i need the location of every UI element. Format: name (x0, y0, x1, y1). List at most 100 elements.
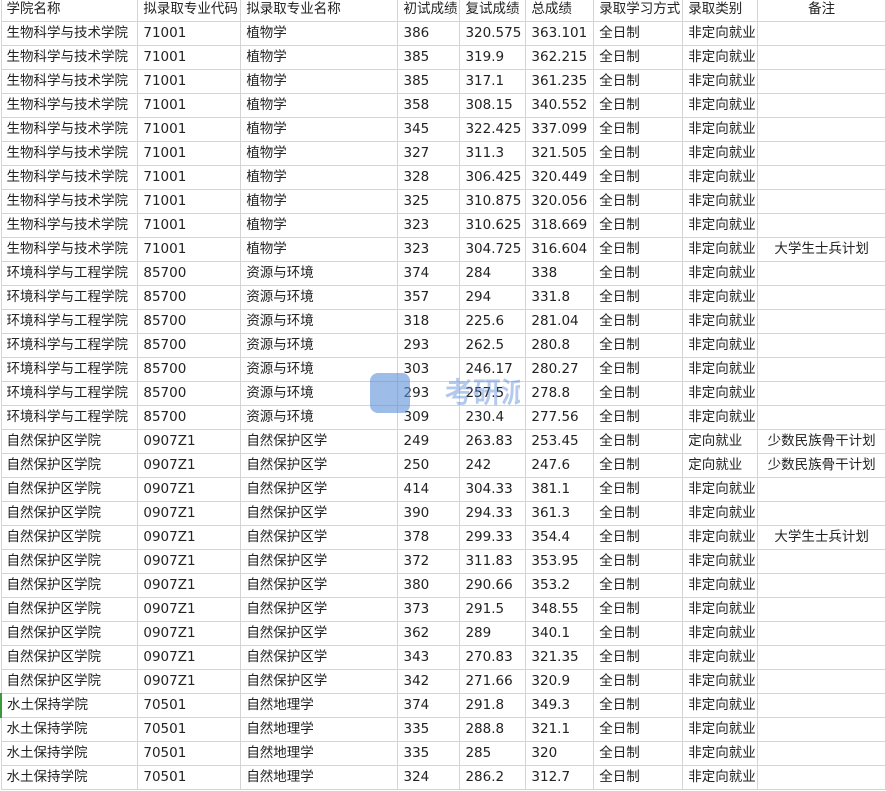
cell-college[interactable]: 生物科学与技术学院 (0, 117, 139, 142)
cell-retest-score[interactable]: 262.5 (459, 333, 527, 358)
cell-major-name[interactable]: 植物学 (240, 237, 399, 262)
cell-study-mode[interactable]: 全日制 (593, 333, 684, 358)
cell-study-mode[interactable]: 全日制 (593, 141, 684, 166)
cell-major-name[interactable]: 资源与环境 (240, 333, 399, 358)
cell-total-score[interactable]: 321.505 (525, 141, 595, 166)
cell-major-name[interactable]: 植物学 (240, 21, 399, 46)
cell-admission-type[interactable]: 非定向就业 (682, 285, 759, 310)
cell-admission-type[interactable]: 非定向就业 (682, 717, 759, 742)
cell-major-code[interactable]: 0907Z1 (137, 501, 242, 526)
cell-admission-type[interactable]: 非定向就业 (682, 189, 759, 214)
cell-remark[interactable] (757, 717, 886, 742)
cell-study-mode[interactable]: 全日制 (593, 501, 684, 526)
cell-college[interactable]: 生物科学与技术学院 (0, 213, 139, 238)
cell-total-score[interactable]: 363.101 (525, 21, 595, 46)
cell-remark[interactable] (757, 693, 886, 718)
cell-major-code[interactable]: 71001 (137, 45, 242, 70)
cell-retest-score[interactable]: 271.66 (459, 669, 527, 694)
cell-college[interactable]: 水土保持学院 (0, 693, 139, 718)
cell-study-mode[interactable]: 全日制 (593, 261, 684, 286)
cell-remark[interactable] (757, 189, 886, 214)
cell-study-mode[interactable]: 全日制 (593, 237, 684, 262)
cell-major-code[interactable]: 0907Z1 (137, 573, 242, 598)
cell-major-name[interactable]: 自然保护区学 (240, 453, 399, 478)
cell-study-mode[interactable]: 全日制 (593, 381, 684, 406)
cell-major-name[interactable]: 自然保护区学 (240, 429, 399, 454)
cell-admission-type[interactable]: 非定向就业 (682, 213, 759, 238)
cell-retest-score[interactable]: 246.17 (459, 357, 527, 382)
cell-total-score[interactable]: 361.235 (525, 69, 595, 94)
cell-total-score[interactable]: 312.7 (525, 765, 595, 790)
cell-retest-score[interactable]: 294 (459, 285, 527, 310)
cell-major-name[interactable]: 资源与环境 (240, 285, 399, 310)
cell-total-score[interactable]: 348.55 (525, 597, 595, 622)
cell-study-mode[interactable]: 全日制 (593, 21, 684, 46)
cell-remark[interactable] (757, 477, 886, 502)
cell-remark[interactable] (757, 381, 886, 406)
cell-major-code[interactable]: 85700 (137, 261, 242, 286)
cell-retest-score[interactable]: 311.83 (459, 549, 527, 574)
cell-prelim-score[interactable]: 414 (397, 477, 461, 502)
cell-major-name[interactable]: 植物学 (240, 189, 399, 214)
cell-prelim-score[interactable]: 345 (397, 117, 461, 142)
cell-total-score[interactable]: 253.45 (525, 429, 595, 454)
cell-study-mode[interactable]: 全日制 (593, 189, 684, 214)
cell-major-code[interactable]: 0907Z1 (137, 597, 242, 622)
cell-total-score[interactable]: 320.9 (525, 669, 595, 694)
cell-retest-score[interactable]: 288.8 (459, 717, 527, 742)
cell-remark[interactable] (757, 501, 886, 526)
cell-prelim-score[interactable]: 385 (397, 45, 461, 70)
cell-retest-score[interactable]: 263.83 (459, 429, 527, 454)
cell-college[interactable]: 环境科学与工程学院 (0, 333, 139, 358)
cell-remark[interactable]: 大学生士兵计划 (757, 525, 886, 550)
cell-major-name[interactable]: 资源与环境 (240, 261, 399, 286)
cell-college[interactable]: 自然保护区学院 (0, 621, 139, 646)
cell-retest-score[interactable]: 294.33 (459, 501, 527, 526)
cell-remark[interactable] (757, 597, 886, 622)
cell-total-score[interactable]: 320 (525, 741, 595, 766)
cell-major-name[interactable]: 资源与环境 (240, 405, 399, 430)
cell-admission-type[interactable]: 非定向就业 (682, 669, 759, 694)
cell-major-name[interactable]: 自然保护区学 (240, 549, 399, 574)
cell-retest-score[interactable]: 310.625 (459, 213, 527, 238)
cell-study-mode[interactable]: 全日制 (593, 669, 684, 694)
cell-admission-type[interactable]: 定向就业 (682, 429, 759, 454)
header-prelim-score[interactable]: 初试成绩 (397, 0, 461, 22)
cell-study-mode[interactable]: 全日制 (593, 549, 684, 574)
cell-total-score[interactable]: 277.56 (525, 405, 595, 430)
cell-remark[interactable] (757, 69, 886, 94)
cell-remark[interactable] (757, 333, 886, 358)
cell-total-score[interactable]: 353.95 (525, 549, 595, 574)
cell-remark[interactable] (757, 405, 886, 430)
cell-retest-score[interactable]: 291.8 (459, 693, 527, 718)
cell-major-code[interactable]: 70501 (137, 693, 242, 718)
cell-remark[interactable] (757, 213, 886, 238)
cell-remark[interactable] (757, 117, 886, 142)
cell-college[interactable]: 环境科学与工程学院 (0, 261, 139, 286)
cell-college[interactable]: 环境科学与工程学院 (0, 285, 139, 310)
cell-retest-score[interactable]: 299.33 (459, 525, 527, 550)
cell-prelim-score[interactable]: 325 (397, 189, 461, 214)
cell-study-mode[interactable]: 全日制 (593, 429, 684, 454)
cell-admission-type[interactable]: 非定向就业 (682, 549, 759, 574)
cell-prelim-score[interactable]: 342 (397, 669, 461, 694)
cell-study-mode[interactable]: 全日制 (593, 165, 684, 190)
cell-prelim-score[interactable]: 293 (397, 333, 461, 358)
cell-admission-type[interactable]: 非定向就业 (682, 21, 759, 46)
cell-study-mode[interactable]: 全日制 (593, 69, 684, 94)
cell-prelim-score[interactable]: 343 (397, 645, 461, 670)
cell-major-code[interactable]: 71001 (137, 21, 242, 46)
cell-total-score[interactable]: 340.1 (525, 621, 595, 646)
cell-retest-score[interactable]: 310.875 (459, 189, 527, 214)
cell-study-mode[interactable]: 全日制 (593, 597, 684, 622)
cell-major-name[interactable]: 植物学 (240, 117, 399, 142)
cell-prelim-score[interactable]: 323 (397, 213, 461, 238)
cell-admission-type[interactable]: 非定向就业 (682, 645, 759, 670)
cell-remark[interactable]: 少数民族骨干计划 (757, 453, 886, 478)
cell-college[interactable]: 自然保护区学院 (0, 477, 139, 502)
cell-admission-type[interactable]: 非定向就业 (682, 141, 759, 166)
cell-remark[interactable] (757, 621, 886, 646)
cell-prelim-score[interactable]: 335 (397, 741, 461, 766)
cell-major-name[interactable]: 自然地理学 (240, 717, 399, 742)
cell-major-code[interactable]: 71001 (137, 93, 242, 118)
